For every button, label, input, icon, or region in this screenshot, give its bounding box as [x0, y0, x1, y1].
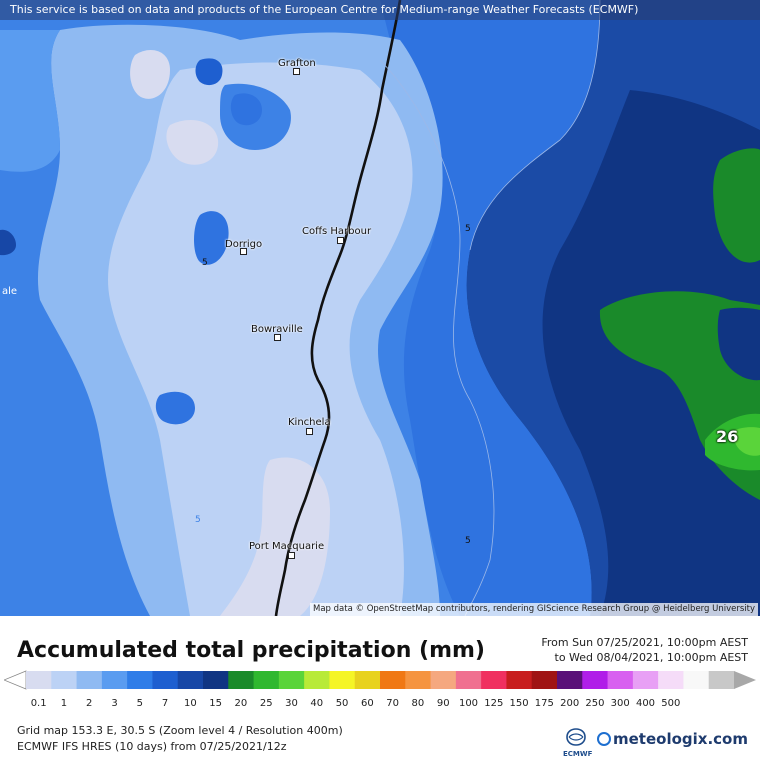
ecmwf-logo-icon [566, 728, 586, 746]
contour-label: 5 [465, 224, 471, 234]
scale-tick-label: 200 [560, 698, 580, 709]
model-info: ECMWF IFS HRES (10 days) from 07/25/2021… [17, 740, 287, 753]
date-to: to Wed 08/04/2021, 10:00pm AEST [554, 651, 748, 664]
contour-label: 5 [465, 536, 471, 546]
meteologix-icon [597, 732, 611, 746]
scale-tick-label: 70 [386, 698, 400, 709]
scale-swatch [76, 671, 103, 689]
date-from: From Sun 07/25/2021, 10:00pm AEST [541, 636, 748, 649]
scale-swatch [228, 671, 255, 689]
scale-tick-label: 175 [534, 698, 554, 709]
scale-tick-label: 90 [436, 698, 450, 709]
scale-swatch [329, 671, 356, 689]
scale-swatch [203, 671, 229, 689]
scale-swatch [582, 671, 609, 689]
color-scale-labels: 0.1 1 2 3 5 7 10 15 20 25 30 40 50 60 70 80 90 100 125 150 1… [0, 698, 760, 710]
scale-tick-label: 3 [111, 698, 118, 709]
ecmwf-logo: ECMWF [563, 728, 593, 758]
scale-arrow-left [2, 670, 27, 690]
max-value-label: 26 [716, 427, 739, 446]
city-marker-grafton [293, 68, 300, 75]
scale-swatch [557, 671, 583, 689]
city-label-grafton[interactable]: Grafton [278, 58, 316, 69]
precipitation-field [0, 0, 760, 616]
color-scale-graphic [2, 670, 756, 690]
city-marker-bowraville [274, 334, 281, 341]
city-label-coffs-harbour[interactable]: Coffs Harbour [302, 226, 372, 237]
scale-swatch [253, 671, 280, 689]
scale-tick-label: 150 [509, 698, 529, 709]
scale-swatch [708, 671, 735, 689]
scale-tick-label: 125 [484, 698, 504, 709]
city-marker-port-macquarie [288, 552, 295, 559]
grid-info: Grid map 153.3 E, 30.5 S (Zoom level 4 /… [17, 724, 343, 737]
precipitation-map[interactable]: This service is based on data and produc… [0, 0, 760, 616]
scale-tick-label: 0.1 [30, 698, 47, 709]
scale-swatch [101, 671, 128, 689]
scale-swatch [278, 671, 305, 689]
scale-swatch [531, 671, 558, 689]
city-marker-kinchela [306, 428, 313, 435]
scale-tick-label: 50 [335, 698, 349, 709]
scale-tick-label: 80 [411, 698, 425, 709]
scale-tick-label: 60 [360, 698, 374, 709]
scale-swatch [683, 671, 710, 689]
scale-swatch [380, 671, 406, 689]
scale-tick-label: 15 [209, 698, 223, 709]
city-label-bowraville[interactable]: Bowraville [251, 324, 303, 335]
city-marker-dorrigo [240, 248, 247, 255]
city-label-kinchela[interactable]: Kinchela [288, 417, 331, 428]
legend-title: Accumulated total precipitation (mm) [17, 638, 485, 663]
meteologix-logo[interactable]: meteologix.com [597, 730, 748, 748]
scale-tick-label: 30 [285, 698, 298, 709]
scale-swatch [405, 671, 432, 689]
scale-swatch [354, 671, 381, 689]
color-scale-bar [2, 670, 756, 690]
scale-swatch [304, 671, 330, 689]
scale-swatch [152, 671, 179, 689]
scale-swatch [658, 671, 684, 689]
scale-tick-label: 100 [458, 698, 479, 709]
scale-swatch [127, 671, 153, 689]
ecmwf-notice-banner: This service is based on data and produc… [0, 0, 760, 20]
city-marker-coffs-harbour [337, 237, 344, 244]
scale-tick-label: 400 [635, 698, 656, 709]
city-label-dorrigo[interactable]: Dorrigo [225, 239, 263, 250]
scale-swatch [632, 671, 659, 689]
map-edge-label: ale [2, 286, 18, 297]
city-label-port-macquarie[interactable]: Port Macquarie [249, 541, 325, 552]
scale-swatch [26, 671, 52, 689]
scale-tick-label: 7 [161, 698, 169, 709]
scale-swatch [51, 671, 78, 689]
scale-tick-label: 25 [259, 698, 273, 709]
contour-label: 5 [202, 258, 208, 268]
ecmwf-logo-text: ECMWF [563, 750, 593, 758]
scale-tick-label: 250 [585, 698, 605, 709]
scale-swatch [481, 671, 507, 689]
contour-label: 5 [195, 515, 201, 525]
brand-text: meteologix.com [613, 730, 748, 748]
scale-tick-label: 500 [661, 698, 681, 709]
scale-tick-label: 40 [310, 698, 324, 709]
scale-tick-label: 10 [183, 698, 197, 709]
scale-swatch [430, 671, 457, 689]
scale-swatch [506, 671, 533, 689]
scale-swatch [455, 671, 482, 689]
scale-tick-label: 2 [86, 698, 93, 709]
map-attribution[interactable]: Map data © OpenStreetMap contributors, r… [310, 603, 758, 616]
scale-tick-label: 5 [136, 698, 143, 709]
scale-tick-label: 1 [60, 698, 68, 709]
scale-swatch [177, 671, 204, 689]
scale-tick-label: 20 [234, 698, 248, 709]
scale-tick-label: 300 [610, 698, 630, 709]
scale-swatch [607, 671, 634, 689]
forecast-date-range: From Sun 07/25/2021, 10:00pm AEST to Wed… [541, 635, 748, 665]
scale-arrow-right [734, 671, 756, 689]
